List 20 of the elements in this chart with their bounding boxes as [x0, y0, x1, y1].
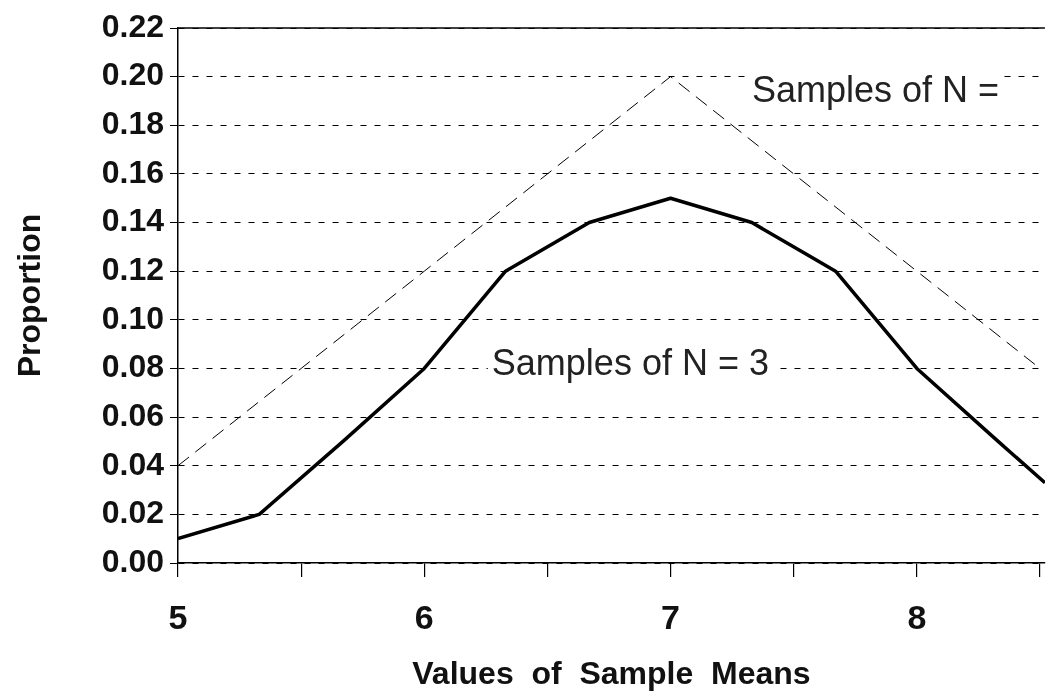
y-tick-label: 0.14: [101, 202, 165, 239]
y-tick-label: 0.06: [101, 396, 164, 433]
x-tick-label: 5: [168, 597, 188, 636]
y-tick-label: 0.00: [101, 542, 164, 579]
annotation: Samples of N = 3: [491, 341, 769, 383]
y-tick-label: 0.22: [101, 7, 164, 44]
y-tick-label: 0.02: [101, 494, 164, 531]
annotation: Samples of N =: [751, 69, 1000, 111]
y-tick-label: 0.20: [101, 56, 164, 93]
x-tick-label: 7: [661, 597, 681, 636]
y-tick-label: 0.16: [101, 153, 164, 190]
y-tick-label: 0.04: [101, 445, 165, 482]
x-axis-title: Values of Sample Means: [412, 654, 811, 691]
y-tick-label: 0.12: [101, 251, 164, 288]
y-tick-label: 0.18: [101, 105, 164, 142]
y-axis-title: Proportion: [11, 213, 48, 378]
y-tick-label: 0.08: [101, 348, 164, 385]
x-tick-label: 6: [414, 597, 434, 636]
y-tick-label: 0.10: [101, 299, 164, 336]
x-tick-label: 8: [907, 597, 927, 636]
